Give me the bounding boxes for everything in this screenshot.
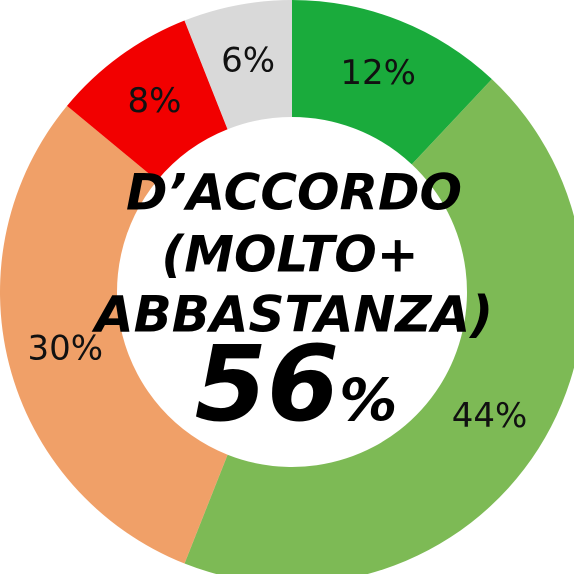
segment [67, 20, 228, 181]
value-label: 12% [340, 53, 416, 93]
value-label: 30% [28, 329, 104, 369]
center-number: 56 [195, 323, 340, 445]
segment [0, 105, 228, 564]
value-label: 6% [221, 41, 275, 81]
center-line: (MOLTO+ [161, 226, 418, 284]
value-label: 44% [452, 396, 528, 436]
center-line: D’ACCORDO [126, 164, 462, 222]
segment [184, 79, 574, 574]
center-line: ABBASTANZA) [91, 286, 493, 344]
segment [184, 0, 292, 130]
segment [292, 0, 492, 165]
value-label: 8% [127, 81, 181, 121]
center-value: 56% [195, 323, 398, 445]
center-unit: % [339, 366, 397, 434]
